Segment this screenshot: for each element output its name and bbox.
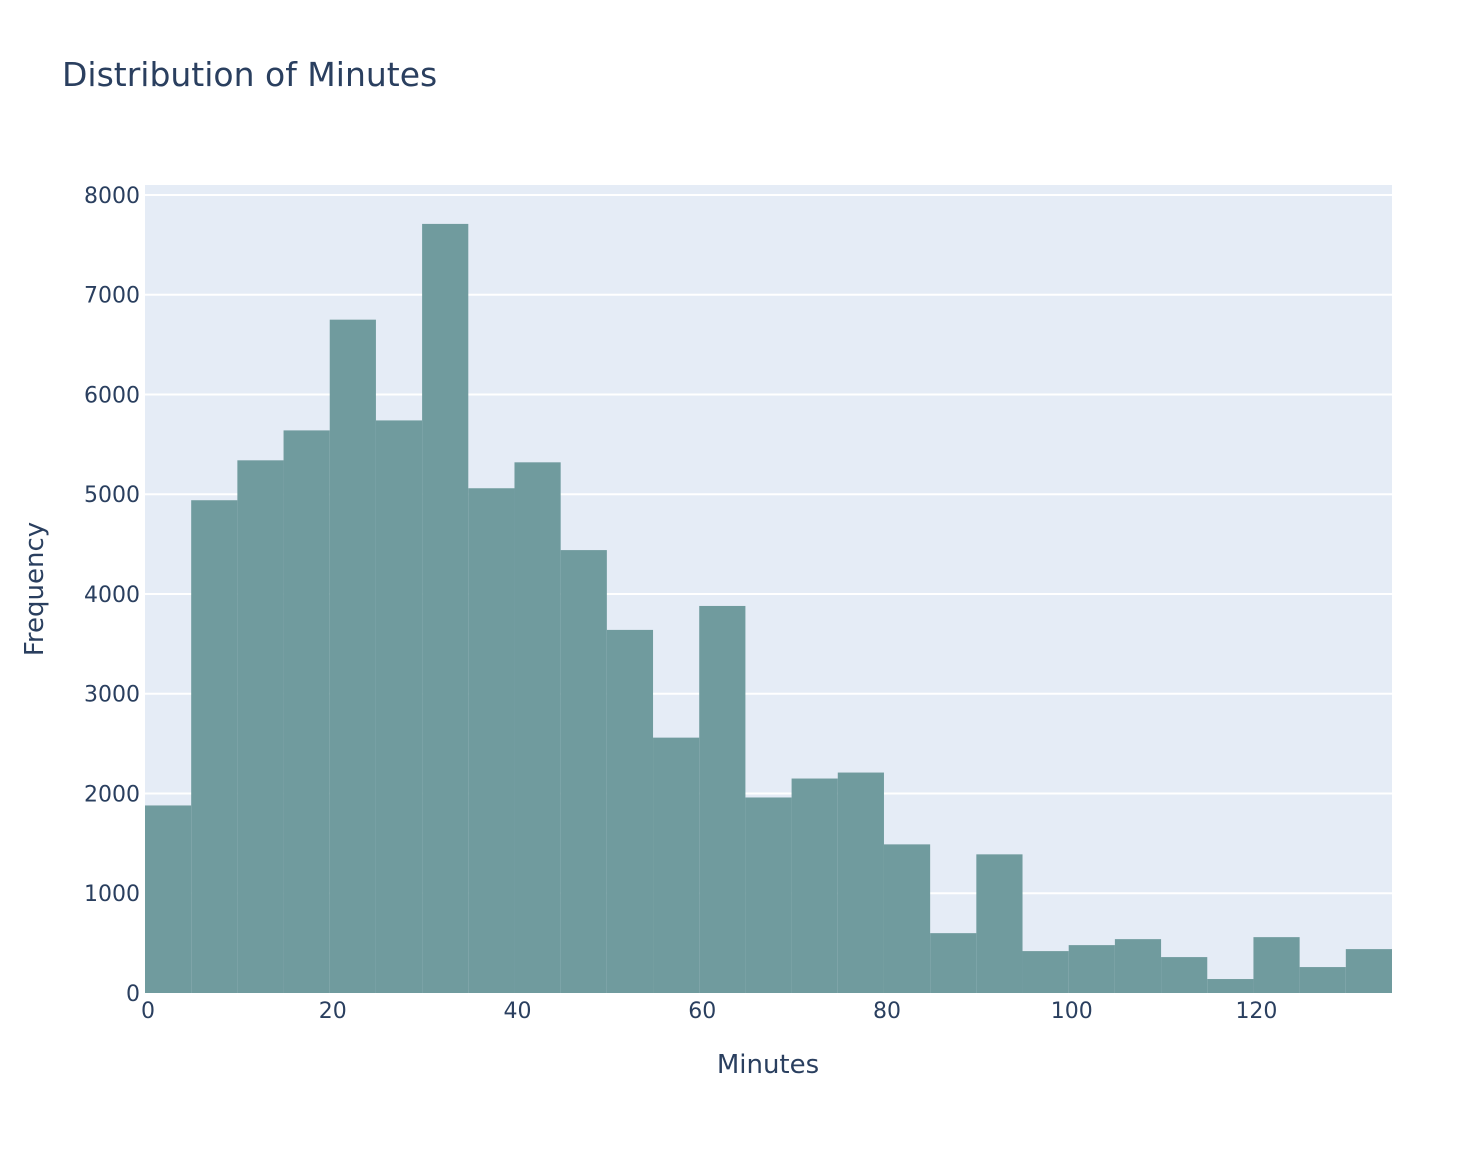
x-tick-label: 20 xyxy=(319,999,347,1024)
x-axis-title: Minutes xyxy=(717,1050,819,1080)
x-tick-label: 0 xyxy=(141,999,155,1024)
y-tick-label: 3000 xyxy=(84,683,140,708)
y-tick-label: 8000 xyxy=(84,184,140,209)
y-tick-label: 7000 xyxy=(84,284,140,309)
y-axis-title: Frequency xyxy=(20,522,50,656)
y-tick-label: 5000 xyxy=(84,483,140,508)
histogram-bar xyxy=(191,500,238,993)
histogram-bar xyxy=(699,605,746,993)
x-axis-ticks: 0 20 40 60 80 100 120 xyxy=(141,999,1277,1024)
y-tick-label: 4000 xyxy=(84,583,140,608)
histogram-bar xyxy=(1299,967,1346,993)
histogram-bar xyxy=(329,319,376,994)
histogram-bar xyxy=(1253,937,1300,993)
chart-title: Distribution of Minutes xyxy=(62,55,437,94)
histogram-bar xyxy=(883,844,931,993)
bars-group xyxy=(145,223,1392,994)
histogram-bar xyxy=(237,460,284,994)
histogram-bar xyxy=(283,430,330,993)
histogram-bar xyxy=(745,797,792,993)
x-tick-label: 40 xyxy=(503,999,531,1024)
x-tick-label: 80 xyxy=(873,999,901,1024)
histogram-bar xyxy=(560,550,607,993)
histogram-bar xyxy=(1022,951,1069,993)
histogram-bar xyxy=(468,488,515,993)
histogram-bar xyxy=(514,462,561,993)
histogram-bar xyxy=(606,629,654,993)
histogram-bar xyxy=(1345,949,1392,993)
y-tick-label: 6000 xyxy=(84,383,140,408)
histogram-bar xyxy=(422,223,469,994)
histogram-bar xyxy=(375,420,423,993)
histogram-bar xyxy=(791,778,838,993)
histogram-bar xyxy=(1207,979,1254,993)
y-axis-ticks: 0 1000 2000 3000 4000 5000 6000 7000 8000 xyxy=(84,184,140,1007)
histogram-bar xyxy=(1068,945,1115,993)
histogram-bar xyxy=(145,805,192,993)
y-tick-label: 1000 xyxy=(84,882,140,907)
x-tick-label: 60 xyxy=(688,999,716,1024)
histogram-bar xyxy=(1161,957,1208,993)
histogram-bar xyxy=(930,933,977,993)
histogram-bar xyxy=(1114,939,1162,993)
histogram-bar xyxy=(837,772,884,993)
x-tick-label: 120 xyxy=(1235,999,1277,1024)
x-tick-label: 100 xyxy=(1051,999,1093,1024)
histogram-bar xyxy=(653,737,700,993)
y-tick-label: 2000 xyxy=(84,782,140,807)
histogram-bar xyxy=(976,854,1023,993)
y-tick-label: 0 xyxy=(126,982,140,1007)
